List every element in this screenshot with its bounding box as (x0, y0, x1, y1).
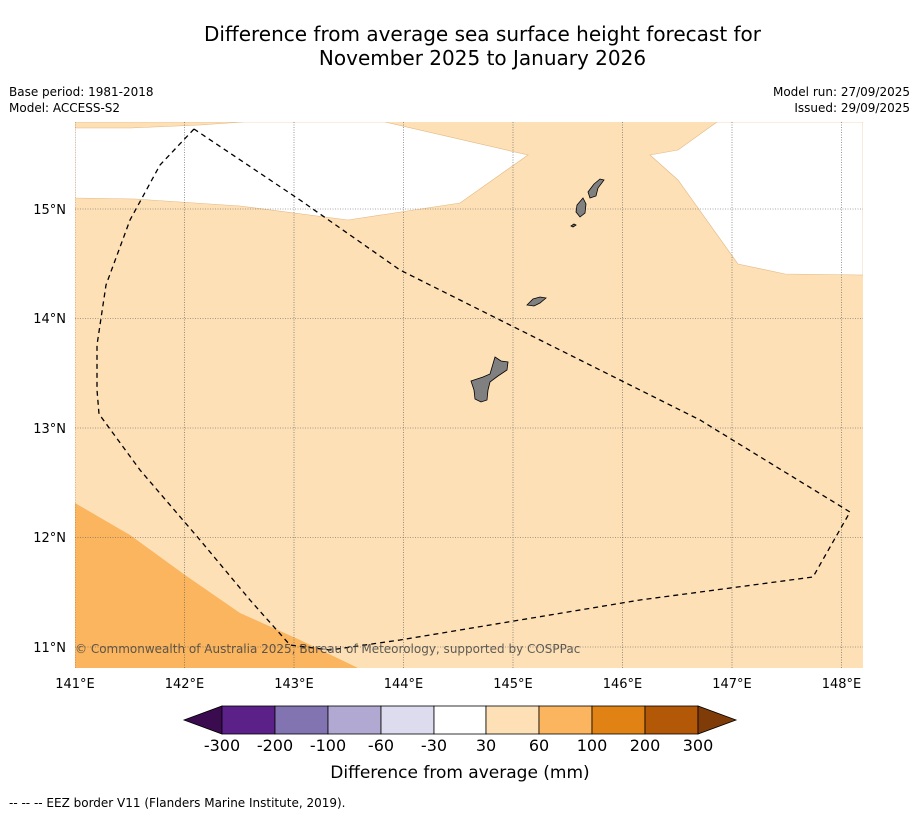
lon-label-147e: 147°E (712, 677, 752, 692)
lon-label-142e: 142°E (165, 677, 205, 692)
colorbar-bin-8 (591, 705, 646, 735)
eez-border (96, 128, 851, 651)
lat-label-13n: 13°N (33, 422, 66, 437)
colorbar-ticks: -300 -200 -100 -60 -30 30 60 100 200 300 (204, 736, 713, 755)
lon-label-148e: 148°E (822, 677, 862, 692)
map-area: © Commonwealth of Australia 2025, Bureau… (75, 122, 863, 668)
colorbar-extend-low (182, 705, 223, 735)
colorbar-tick-label: 30 (476, 736, 496, 755)
island-tinian (575, 197, 587, 218)
lon-labels: 141°E 142°E 143°E 144°E 145°E 146°E 147°… (55, 677, 861, 692)
colorbar-bin-6 (485, 705, 540, 735)
colorbar-bin-2 (274, 705, 329, 735)
colorbar-tick-label: -300 (204, 736, 240, 755)
colorbar-tick-label: 60 (529, 736, 549, 755)
title-line-1: Difference from average sea surface heig… (203, 22, 762, 46)
lon-label-144e: 144°E (384, 677, 424, 692)
colorbar-tick-label: 300 (683, 736, 714, 755)
colorbar-tick-label: -30 (421, 736, 447, 755)
colorbar-tick-label: 100 (577, 736, 608, 755)
lon-label-146e: 146°E (603, 677, 643, 692)
colorbar-bin-4 (380, 705, 435, 735)
island-aguijan (570, 223, 577, 228)
model-run: Model run: 27/09/2025 (772, 85, 910, 99)
chart-title: Difference from average sea surface heig… (0, 22, 919, 70)
colorbar-tick-label: -60 (368, 736, 394, 755)
lat-label-15n: 15°N (33, 203, 66, 218)
anomaly-region-near-average-north-west (75, 122, 529, 221)
colorbar (182, 705, 738, 735)
lon-label-143e: 143°E (274, 677, 314, 692)
model-name: Model: ACCESS-S2 (9, 101, 121, 115)
colorbar-bin-3 (327, 705, 382, 735)
colorbar-bin-5 (433, 705, 487, 735)
anomaly-region-60-100 (75, 503, 358, 668)
meta-left: Base period: 1981-2018 Model: ACCESS-S2 (9, 84, 154, 116)
colorbar-bin-1 (221, 705, 276, 735)
colorbar-tick-label: -100 (310, 736, 346, 755)
meta-right: Model run: 27/09/2025 Issued: 29/09/2025 (773, 84, 910, 116)
lon-label-141e: 141°E (55, 677, 95, 692)
island-guam (470, 356, 509, 403)
island-rota (526, 296, 547, 307)
colorbar-bin-7 (538, 705, 593, 735)
colorbar-tick-label: -200 (257, 736, 293, 755)
lat-label-12n: 12°N (33, 531, 66, 546)
colorbar-extend-high (697, 705, 738, 735)
anomaly-region-top-strip (75, 122, 244, 129)
colorbar-title: Difference from average (mm) (330, 763, 589, 783)
island-saipan (587, 178, 605, 199)
graticule (75, 122, 863, 668)
colorbar-bin-9 (644, 705, 699, 735)
colorbar-tick-label: 200 (630, 736, 661, 755)
land-masses (470, 178, 605, 403)
issued-date: Issued: 29/09/2025 (794, 101, 910, 115)
eez-legend-note: -- -- -- EEZ border V11 (Flanders Marine… (9, 796, 346, 810)
copyright-notice: © Commonwealth of Australia 2025, Bureau… (75, 642, 580, 656)
lon-label-145e: 145°E (493, 677, 533, 692)
title-line-2: November 2025 to January 2026 (318, 46, 647, 70)
base-period: Base period: 1981-2018 (9, 85, 154, 99)
lat-labels: 15°N 14°N 13°N 12°N 11°N (33, 203, 66, 656)
anomaly-region-near-average-north-east (649, 122, 863, 276)
lat-label-11n: 11°N (33, 641, 66, 656)
lat-label-14n: 14°N (33, 312, 66, 327)
